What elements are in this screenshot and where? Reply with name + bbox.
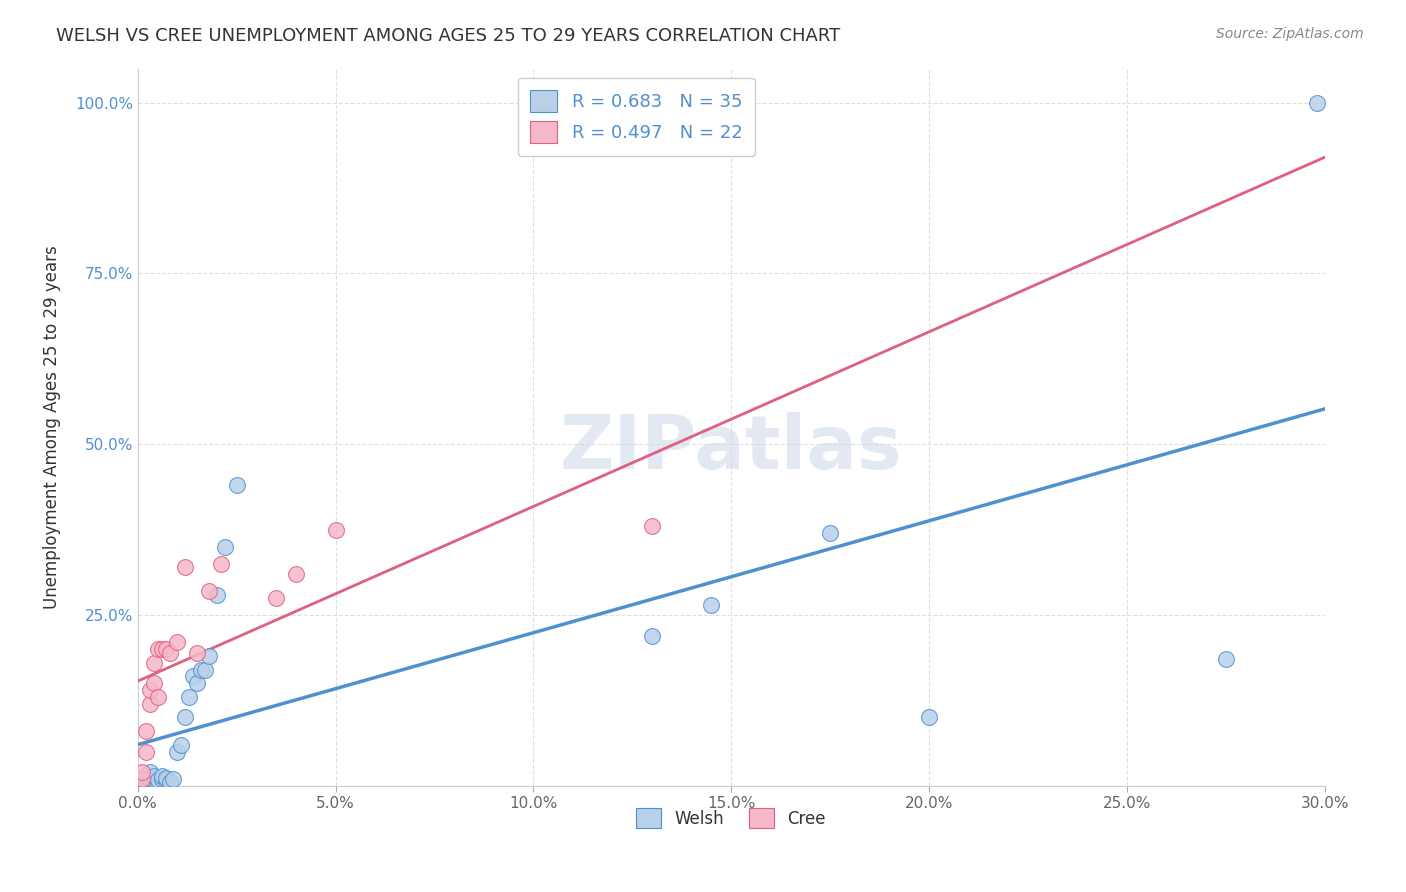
Point <box>131 772 153 786</box>
Point <box>135 775 157 789</box>
Point <box>155 642 177 657</box>
Point <box>266 591 288 605</box>
Point <box>142 656 165 670</box>
Point <box>918 710 941 724</box>
Point <box>205 587 228 601</box>
Point <box>225 478 247 492</box>
Point <box>138 775 160 789</box>
Point <box>162 772 184 786</box>
Point <box>146 642 169 657</box>
Point <box>181 669 204 683</box>
Point <box>285 567 308 582</box>
Point <box>131 775 153 789</box>
Point <box>135 768 157 782</box>
Point <box>818 526 841 541</box>
Point <box>146 773 169 788</box>
Point <box>150 642 173 657</box>
Point <box>146 690 169 704</box>
Point <box>142 768 165 782</box>
Point <box>194 663 217 677</box>
Point <box>170 738 193 752</box>
Point <box>209 557 232 571</box>
Point <box>138 683 160 698</box>
Y-axis label: Unemployment Among Ages 25 to 29 years: Unemployment Among Ages 25 to 29 years <box>44 245 60 609</box>
Point <box>142 773 165 788</box>
Point <box>179 690 201 704</box>
Text: WELSH VS CREE UNEMPLOYMENT AMONG AGES 25 TO 29 YEARS CORRELATION CHART: WELSH VS CREE UNEMPLOYMENT AMONG AGES 25… <box>56 27 841 45</box>
Point <box>700 598 723 612</box>
Point <box>1305 95 1327 110</box>
Point <box>186 676 208 690</box>
Text: ZIPatlas: ZIPatlas <box>560 412 903 485</box>
Point <box>198 648 221 663</box>
Legend: Welsh, Cree: Welsh, Cree <box>630 801 832 835</box>
Point <box>1215 652 1237 666</box>
Point <box>135 724 157 739</box>
Point <box>190 663 212 677</box>
Point <box>138 697 160 711</box>
Point <box>174 710 197 724</box>
Point <box>186 646 208 660</box>
Point <box>174 560 197 574</box>
Text: Source: ZipAtlas.com: Source: ZipAtlas.com <box>1216 27 1364 41</box>
Point <box>214 540 236 554</box>
Point <box>166 745 188 759</box>
Point <box>198 584 221 599</box>
Point <box>146 777 169 791</box>
Point <box>138 765 160 780</box>
Point <box>641 628 664 642</box>
Point <box>131 772 153 786</box>
Point <box>325 523 347 537</box>
Point <box>150 772 173 786</box>
Point <box>159 646 181 660</box>
Point <box>155 773 177 788</box>
Point <box>150 768 173 782</box>
Point <box>159 775 181 789</box>
Point <box>135 745 157 759</box>
Point <box>131 765 153 780</box>
Point <box>138 772 160 786</box>
Point <box>166 635 188 649</box>
Point <box>155 771 177 785</box>
Point <box>142 676 165 690</box>
Point <box>641 519 664 533</box>
